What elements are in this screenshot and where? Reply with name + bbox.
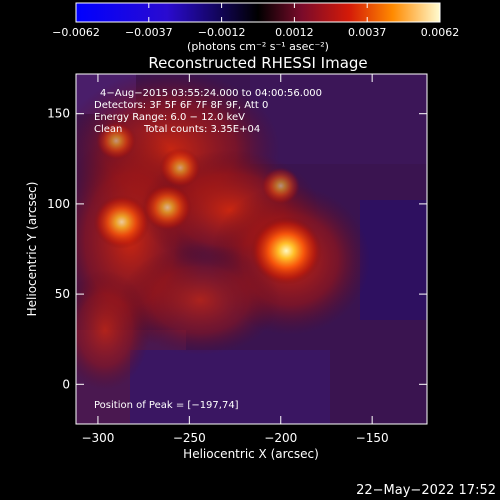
axis-ticks: −300 −250 −200 −150 0 50 100 150 (47, 74, 427, 445)
x-tick-label: −250 (173, 431, 206, 445)
colorbar-tick-label: 0.0062 (421, 26, 460, 39)
y-tick-label: 50 (55, 287, 70, 301)
sources-layer (93, 121, 322, 285)
colorbar-tick-label: 0.0037 (348, 26, 387, 39)
annotation-detectors: Detectors: 3F 5F 6F 7F 8F 9F, Att 0 (94, 100, 268, 111)
x-axis-label: Heliocentric X (arcsec) (183, 447, 319, 461)
emission-source (96, 121, 137, 160)
annotation-algorithm: Clean (94, 124, 122, 135)
colorbar-ticks: −0.0062 −0.0037 −0.0012 0.0012 0.0037 0.0062 (52, 3, 459, 39)
annotation-total-counts: Total counts: 3.35E+04 (143, 124, 260, 135)
emission-source (93, 195, 150, 249)
emission-source (250, 216, 322, 285)
emission-source (261, 167, 301, 205)
y-tick-label: 0 (62, 377, 70, 391)
timestamp: 22−May−2022 17:52 (356, 483, 496, 498)
x-tick-label: −300 (81, 431, 114, 445)
x-tick-label: −200 (264, 431, 297, 445)
emission-source (142, 184, 192, 231)
colorbar-tick-label: −0.0037 (125, 26, 173, 39)
image-area (76, 74, 427, 424)
colorbar-frame (75, 2, 441, 23)
x-tick-label: −150 (356, 431, 389, 445)
colorbar-tick-label: −0.0062 (52, 26, 100, 39)
annotation-peak-position: Position of Peak = [−197,74] (94, 400, 239, 411)
colorbar-unit-label: (photons cm⁻² s⁻¹ asec⁻²) (187, 40, 329, 53)
y-axis-label: Heliocentric Y (arcsec) (25, 182, 39, 317)
colorbar (76, 3, 440, 22)
y-tick-label: 150 (47, 107, 70, 121)
plot-frame (75, 73, 428, 425)
colorbar-tick-label: −0.0012 (198, 26, 246, 39)
y-tick-label: 100 (47, 197, 70, 211)
colorbar-tick-label: 0.0012 (275, 26, 314, 39)
annotation-time-range: 4−Aug−2015 03:55:24.000 to 04:00:56.000 (100, 88, 322, 99)
chart-title: Reconstructed RHESSI Image (148, 54, 367, 72)
annotation-energy-range: Energy Range: 6.0 − 12.0 keV (94, 112, 245, 123)
emission-source (159, 148, 201, 188)
